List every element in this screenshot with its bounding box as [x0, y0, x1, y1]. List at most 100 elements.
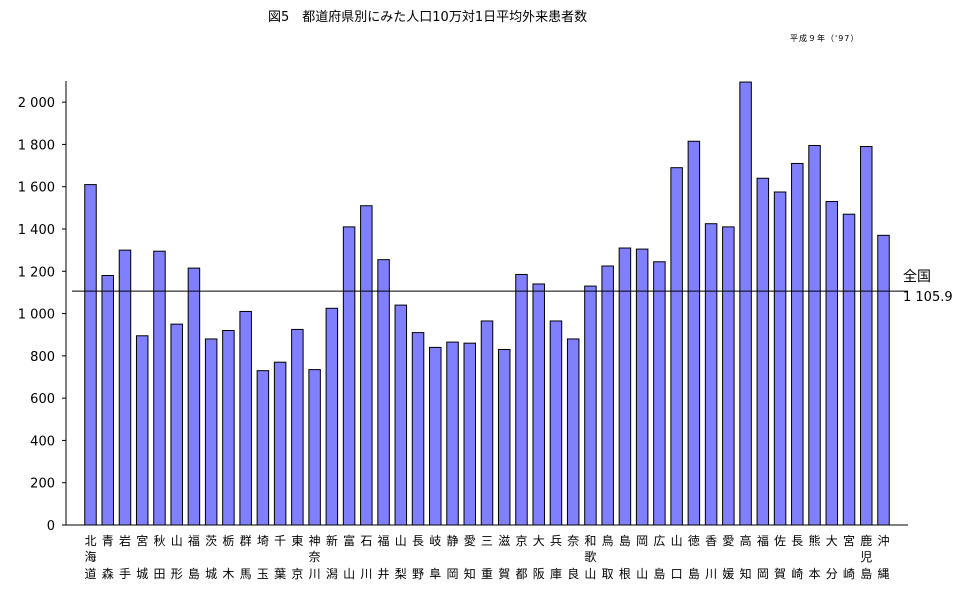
category-label: 新潟: [326, 533, 338, 581]
bar: [187, 267, 201, 526]
y-tick-label: 2 000: [18, 96, 55, 111]
bar: [411, 332, 425, 526]
bar: [325, 307, 339, 526]
bar: [222, 329, 235, 526]
reference-label: 全国: [903, 268, 931, 285]
bar: [584, 285, 597, 526]
category-label: 埼玉: [257, 534, 269, 581]
bar: [877, 234, 890, 526]
bar: [670, 167, 683, 526]
category-label: 長野: [412, 534, 424, 581]
category-label: 栃木: [222, 534, 234, 581]
bar: [739, 81, 752, 526]
bar: [618, 247, 632, 526]
category-label: 奈良: [567, 534, 579, 581]
category-label: 静岡: [447, 534, 459, 581]
chart-title: 図5 都道府県別にみた人口10万対1日平均外来患者数: [268, 10, 588, 25]
category-label: 福岡: [757, 533, 769, 581]
category-label: 神奈川: [309, 534, 321, 581]
category-label: 茨城: [205, 534, 217, 581]
y-tick-label: 600: [30, 392, 55, 407]
bar: [84, 184, 97, 526]
category-label: 熊本: [809, 533, 821, 581]
category-label: 石川: [360, 534, 372, 581]
category-label: 鹿児島: [860, 533, 872, 581]
bar: [635, 248, 649, 526]
bar: [239, 310, 252, 526]
y-tick-label: 400: [30, 434, 55, 449]
national-average-line: 全国 1 105.9: [72, 268, 953, 305]
bar: [515, 273, 528, 526]
category-label: 高知: [740, 533, 752, 581]
reference-value: 1 105.9: [903, 290, 953, 305]
bar: [135, 335, 149, 526]
category-label: 香川: [705, 534, 717, 581]
category-label: 山梨: [395, 534, 407, 581]
bar: [601, 265, 614, 526]
category-label: 大分: [826, 534, 838, 581]
category-label: 岩手: [119, 533, 131, 581]
bar: [377, 259, 390, 526]
category-label: 愛媛: [722, 534, 734, 581]
bar: [170, 323, 183, 526]
chart-subtitle: 平成９年（'97）: [790, 34, 860, 43]
category-label: 長崎: [791, 534, 803, 581]
bars: [84, 81, 890, 526]
category-label: 富山: [343, 533, 355, 581]
category-label: 秋田: [153, 534, 165, 581]
category-label: 福島: [188, 533, 200, 581]
bar: [825, 201, 839, 526]
category-label: 和歌山: [584, 534, 596, 581]
y-tick-label: 1 800: [18, 138, 55, 153]
category-label: 愛知: [464, 534, 476, 581]
y-tick-label: 0: [47, 519, 55, 534]
bar: [549, 320, 563, 526]
category-label: 岐阜: [429, 534, 441, 581]
category-label: 広島: [653, 534, 665, 581]
category-label: 北海道: [84, 534, 96, 581]
bar: [860, 146, 873, 526]
category-label: 岡山: [636, 534, 648, 581]
category-label: 島根: [619, 533, 631, 581]
bar: [704, 223, 718, 526]
category-label: 滋賀: [498, 534, 510, 581]
y-tick-label: 1 200: [18, 265, 55, 280]
y-tick-label: 200: [30, 477, 55, 492]
category-label: 山口: [671, 534, 683, 581]
bar: [342, 226, 356, 526]
bar: [756, 177, 770, 526]
bar: [773, 191, 787, 526]
category-label: 三重: [481, 534, 493, 581]
category-label: 福井: [378, 533, 390, 581]
category-label: 山形: [171, 534, 183, 581]
bar: [842, 213, 856, 526]
bar: [653, 261, 666, 526]
category-label: 千葉: [274, 534, 286, 581]
category-label: 宮崎: [843, 533, 855, 581]
category-label: 青森: [102, 534, 114, 581]
category-label: 宮城: [136, 533, 148, 581]
category-label: 兵庫: [550, 534, 562, 581]
bar: [566, 338, 580, 526]
category-labels: 北海道青森岩手宮城秋田山形福島茨城栃木群馬埼玉千葉東京神奈川新潟富山石川福井山梨…: [84, 533, 889, 581]
bar: [360, 205, 373, 526]
y-tick-label: 800: [30, 350, 55, 365]
y-tick-label: 1 600: [18, 181, 55, 196]
bar: [101, 275, 114, 526]
bar: [791, 162, 804, 526]
y-tick-labels: 0 200 400 600 800 1 000 1 200 1 400 1 600 1 800 2 …: [18, 96, 66, 534]
category-label: 徳島: [688, 533, 700, 581]
bar: [256, 370, 270, 526]
bar: [532, 283, 545, 526]
bar: [687, 140, 701, 526]
category-label: 京都: [515, 534, 527, 581]
bar: [273, 361, 287, 526]
bar: [394, 304, 408, 526]
bar: [204, 338, 218, 526]
y-tick-label: 1 400: [18, 223, 55, 238]
y-tick-label: 1 000: [18, 308, 55, 323]
bar: [446, 341, 459, 526]
bar: [463, 342, 477, 526]
category-label: 鳥取: [602, 533, 614, 581]
